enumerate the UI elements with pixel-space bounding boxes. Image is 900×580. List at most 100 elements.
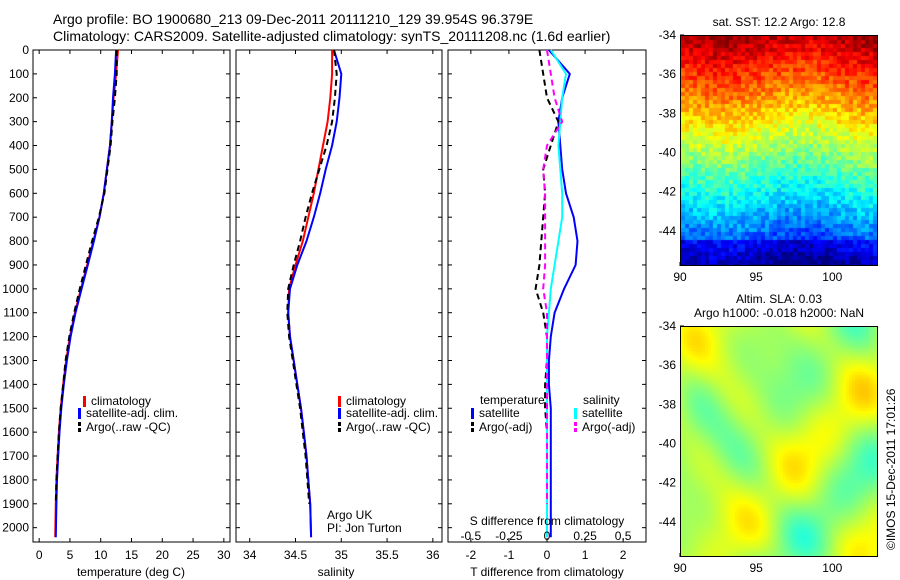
sla-map-title-line-1: Altim. SLA: 0.03 bbox=[735, 292, 823, 306]
difference-series bbox=[534, 49, 579, 538]
depth-tick-label: 200 bbox=[9, 91, 29, 105]
legend-label-satellite-adj: satellite-adj. clim. bbox=[346, 406, 438, 420]
salinity-depth-ticks bbox=[236, 49, 442, 529]
legend-swatch-t-argo-bottom bbox=[471, 428, 474, 432]
legend-swatch-climatology bbox=[338, 396, 341, 407]
salinity-plot-frame bbox=[235, 49, 443, 543]
depth-tick-label: 1700 bbox=[2, 449, 29, 463]
map-y-tick-label: -36 bbox=[659, 67, 677, 81]
map-y-tick-label: -42 bbox=[659, 185, 677, 199]
sla-map bbox=[680, 326, 878, 557]
sla-map-title-line-2: Argo h1000: -0.018 h2000: NaN bbox=[693, 306, 865, 320]
x-tick-label: -2 bbox=[466, 548, 477, 562]
depth-tick-label: 900 bbox=[9, 258, 29, 272]
legend-swatch-t-satellite bbox=[471, 408, 474, 419]
legend-swatch-argo-top bbox=[78, 422, 81, 426]
imos-watermark: ©IMOS 15-Dec-2011 17:01:26 bbox=[884, 388, 898, 550]
map-x-tick-label: 95 bbox=[749, 561, 763, 575]
sla-heatmap bbox=[681, 327, 877, 556]
x-tick-label: 35 bbox=[335, 548, 349, 562]
legend-swatch-argo-bottom bbox=[78, 428, 81, 432]
depth-tick-label: 0 bbox=[22, 43, 29, 57]
x-tick-label: 34.5 bbox=[284, 548, 308, 562]
map-y-tick-label: -44 bbox=[659, 224, 677, 238]
t-difference-x-label: T difference from climatology bbox=[470, 565, 624, 579]
sst-map bbox=[680, 35, 878, 266]
s-tick-label: 0.5 bbox=[615, 529, 632, 543]
depth-tick-label: 1100 bbox=[3, 306, 29, 320]
x-tick-label: 36 bbox=[426, 548, 440, 562]
legend-label-s-satellite: satellite bbox=[582, 406, 623, 420]
map-x-tick-label: 90 bbox=[673, 270, 687, 284]
legend-label-t-argo: Argo(-adj) bbox=[479, 420, 532, 434]
x-tick-label: 20 bbox=[156, 548, 170, 562]
legend-label-argo: Argo(..raw -QC) bbox=[86, 420, 171, 434]
legend-swatch-s-argo-top bbox=[574, 422, 577, 426]
difference-depth-ticks bbox=[448, 49, 646, 529]
x-tick-label: 34 bbox=[243, 548, 257, 562]
temperature-x-axis: 0 5 10 15 20 25 30 bbox=[36, 50, 231, 562]
depth-tick-label: 1400 bbox=[2, 377, 29, 391]
map-x-tick-label: 100 bbox=[822, 270, 842, 284]
series-line-argo-raw-qc- bbox=[54, 50, 118, 504]
temperature-series bbox=[54, 49, 119, 538]
salinity-legend: climatology satellite-adj. clim. Argo(..… bbox=[338, 394, 438, 434]
plot-title-line-2: Climatology: CARS2009. Satellite-adjuste… bbox=[53, 28, 611, 44]
map-y-tick-label: -34 bbox=[659, 28, 677, 42]
map-y-tick-label: -36 bbox=[659, 358, 677, 372]
depth-tick-label: 1300 bbox=[2, 353, 29, 367]
x-tick-label: 2 bbox=[620, 548, 627, 562]
map-y-tick-label: -38 bbox=[659, 106, 677, 120]
series-line-argo-adj- bbox=[542, 49, 564, 504]
salinity-panel: 34 34.5 35 35.5 36 salinity climatology sate… bbox=[235, 49, 443, 579]
x-tick-label: 15 bbox=[125, 548, 139, 562]
map-y-tick-label: -44 bbox=[659, 515, 677, 529]
s-tick-label: 0.25 bbox=[573, 529, 597, 543]
x-tick-label: 0 bbox=[36, 548, 43, 562]
credit-line-1: Argo UK bbox=[327, 508, 372, 522]
x-tick-label: -1 bbox=[504, 548, 515, 562]
x-tick-label: 35.5 bbox=[375, 548, 399, 562]
map-y-tick-label: -34 bbox=[659, 319, 677, 333]
legend-swatch-s-satellite bbox=[574, 408, 577, 419]
legend-group-salinity: salinity bbox=[583, 393, 620, 407]
x-tick-label: 25 bbox=[186, 548, 200, 562]
temperature-plot-frame bbox=[32, 49, 231, 543]
depth-axis: 0 100 200 300 400 500 600 700 800 900 1000 1100 1200… bbox=[2, 43, 230, 535]
x-tick-label: 30 bbox=[217, 548, 231, 562]
legend-swatch-argo-bottom bbox=[338, 428, 341, 432]
difference-x-axis: -2 -1 0 1 2 bbox=[466, 50, 627, 562]
temperature-x-label: temperature (deg C) bbox=[77, 565, 185, 579]
series-line-argo-raw-qc- bbox=[286, 49, 338, 504]
legend-swatch-argo-top bbox=[338, 422, 341, 426]
legend-label-climatology: climatology bbox=[346, 394, 406, 408]
map-y-tick-label: -38 bbox=[659, 397, 677, 411]
legend-swatch-satellite-adj bbox=[338, 408, 341, 419]
legend-label-climatology: climatology bbox=[91, 394, 151, 408]
depth-tick-label: 300 bbox=[9, 115, 29, 129]
temperature-panel: 0100200300400500600700800900100011001200… bbox=[2, 43, 231, 579]
plot-title-line-1: Argo profile: BO 1900680_213 09-Dec-2011… bbox=[53, 11, 534, 27]
legend-swatch-satellite-adj bbox=[78, 408, 81, 419]
depth-tick-label: 1500 bbox=[2, 401, 29, 415]
salinity-x-label: salinity bbox=[318, 565, 355, 579]
legend-label-s-argo: Argo(-adj) bbox=[582, 420, 635, 434]
legend-swatch-climatology bbox=[83, 396, 86, 407]
legend-swatch-t-argo-top bbox=[471, 422, 474, 426]
legend-label-satellite-adj: satellite-adj. clim. bbox=[86, 406, 178, 420]
s-difference-ticks: -0.5 -0.25 0 0.25 0.5 bbox=[461, 529, 632, 543]
credit-line-2: PI: Jon Turton bbox=[327, 521, 402, 535]
depth-tick-label: 1000 bbox=[2, 282, 29, 296]
map-y-tick-label: -40 bbox=[659, 145, 677, 159]
map-x-tick-label: 100 bbox=[822, 561, 842, 575]
x-tick-label: 10 bbox=[94, 548, 108, 562]
legend-label-argo: Argo(..raw -QC) bbox=[346, 420, 431, 434]
x-tick-label: 0 bbox=[544, 548, 551, 562]
map-y-tick-label: -42 bbox=[659, 476, 677, 490]
legend-label-t-satellite: satellite bbox=[479, 406, 520, 420]
map-y-tick-label: -40 bbox=[659, 436, 677, 450]
depth-tick-label: 2000 bbox=[2, 521, 29, 535]
x-tick-label: 5 bbox=[67, 548, 74, 562]
salinity-x-axis: 34 34.5 35 35.5 36 bbox=[243, 50, 440, 562]
depth-tick-label: 500 bbox=[9, 162, 29, 176]
